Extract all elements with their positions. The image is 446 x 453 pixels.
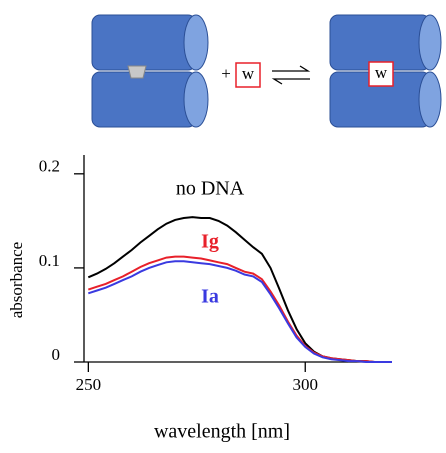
scheme: + w w (91, 14, 442, 128)
series-label: Ia (201, 286, 219, 308)
series-line (87, 216, 392, 363)
guest-label: w (242, 64, 255, 83)
cylinder-cap (183, 71, 209, 128)
y-axis-label: absorbance (7, 242, 26, 318)
y-tick-label: 0.2 (39, 157, 60, 176)
series-label: no DNA (176, 178, 245, 200)
guest-label: w (375, 63, 388, 82)
x-tick-label: 300 (292, 375, 318, 394)
x-tick-label: 250 (76, 375, 102, 394)
guest-box (235, 62, 261, 88)
cylinder-cap (418, 14, 442, 71)
y-tick-label: 0 (52, 345, 61, 364)
series-label: Ig (201, 231, 219, 253)
y-tick-label: 0.1 (39, 251, 60, 270)
cylinder-cap (418, 71, 442, 128)
cylinder-cap (183, 14, 209, 71)
cylinder (91, 71, 197, 128)
binding-site (127, 65, 147, 79)
equilibrium-arrow (271, 65, 311, 85)
series-line (87, 260, 392, 363)
cylinder (91, 14, 197, 71)
guest-box (368, 61, 394, 87)
x-axis-label: wavelength [nm] (154, 421, 290, 443)
plus: + (221, 64, 231, 83)
